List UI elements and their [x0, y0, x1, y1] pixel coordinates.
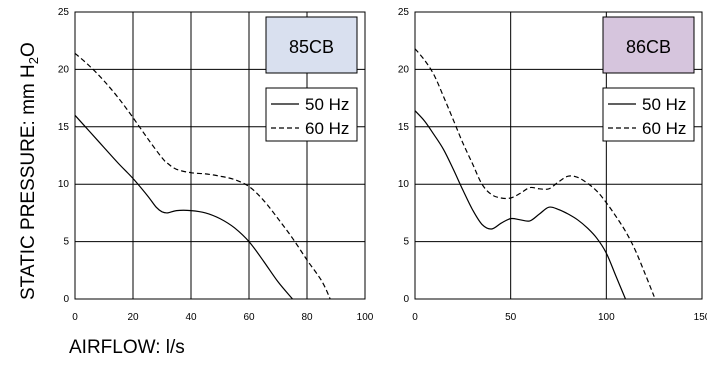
chart-title: 85CB	[289, 37, 334, 57]
legend-box	[265, 87, 358, 142]
x-tick-label: 20	[127, 312, 139, 323]
chart-title: 86CB	[626, 37, 671, 57]
y-tick-label: 20	[398, 64, 410, 75]
y-tick-label: 15	[58, 122, 70, 133]
y-tick-label: 10	[58, 179, 70, 190]
legend-entry: 60 Hz	[305, 119, 349, 138]
x-tick-label: 100	[357, 312, 374, 323]
x-tick-label: 50	[505, 312, 517, 323]
model-label-box	[265, 16, 358, 74]
legend-entry: 50 Hz	[642, 95, 686, 114]
x-axis-label: AIRFLOW: l/s	[69, 337, 185, 358]
x-tick-label: 0	[72, 312, 78, 323]
y-tick-label: 0	[63, 294, 69, 305]
series-line-60hz	[74, 52, 331, 300]
legend-box	[602, 87, 695, 142]
y-tick-label: 5	[403, 237, 409, 248]
x-tick-label: 40	[185, 312, 197, 323]
y-tick-label: 20	[58, 64, 70, 75]
x-tick-label: 80	[301, 312, 313, 323]
series-line-50hz	[74, 114, 293, 300]
y-tick-label: 5	[63, 237, 69, 248]
y-axis-label: STATIC PRESSURE: mm H2O	[18, 42, 41, 300]
y-tick-label: 25	[398, 7, 410, 18]
series-line-60hz	[414, 48, 655, 297]
chart-panel-85cb: 0 20 40 60 80 100 0 5 10 15 20 25 85CB 50 Hz 60 Hz	[58, 7, 374, 323]
x-tick-label: 100	[598, 312, 615, 323]
plot-frame	[414, 11, 703, 300]
y-tick-label: 10	[398, 179, 410, 190]
x-tick-label: 0	[412, 312, 418, 323]
y-tick-label: 0	[403, 294, 409, 305]
legend-entry: 50 Hz	[305, 95, 349, 114]
plot-frame	[74, 11, 366, 300]
chart-panel-86cb: 0 50 100 150 0 5 10 15 20 25 86CB 50 Hz 60 Hz	[398, 7, 707, 323]
y-tick-label: 25	[58, 7, 70, 18]
x-tick-label: 60	[243, 312, 255, 323]
y-tick-label: 15	[398, 122, 410, 133]
series-line-50hz	[414, 110, 627, 300]
legend-entry: 60 Hz	[642, 119, 686, 138]
model-label-box	[602, 16, 695, 74]
x-tick-label: 150	[694, 312, 707, 323]
